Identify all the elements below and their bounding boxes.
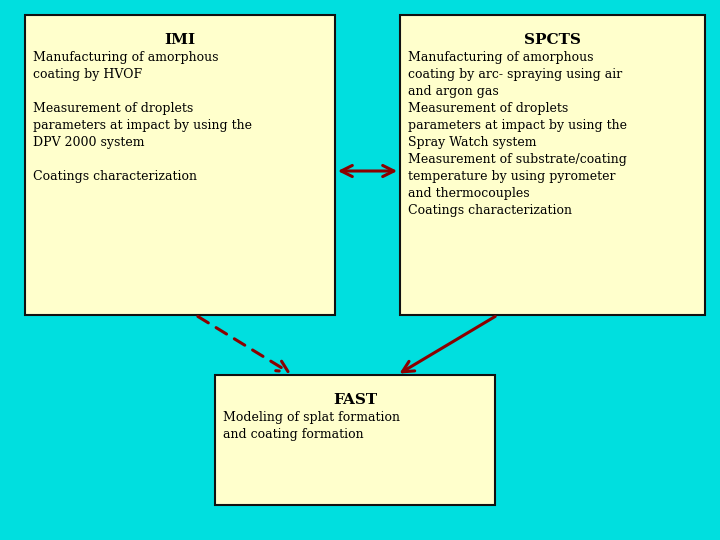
Bar bbox=[215, 375, 495, 505]
Text: FAST: FAST bbox=[333, 393, 377, 407]
Bar bbox=[400, 15, 705, 315]
Text: SPCTS: SPCTS bbox=[524, 33, 581, 47]
Text: Modeling of splat formation
and coating formation: Modeling of splat formation and coating … bbox=[223, 411, 400, 441]
Bar bbox=[25, 15, 335, 315]
Text: Manufacturing of amorphous
coating by arc- spraying using air
and argon gas
Meas: Manufacturing of amorphous coating by ar… bbox=[408, 51, 627, 217]
Text: IMI: IMI bbox=[164, 33, 196, 47]
Text: Manufacturing of amorphous
coating by HVOF

Measurement of droplets
parameters a: Manufacturing of amorphous coating by HV… bbox=[33, 51, 252, 183]
